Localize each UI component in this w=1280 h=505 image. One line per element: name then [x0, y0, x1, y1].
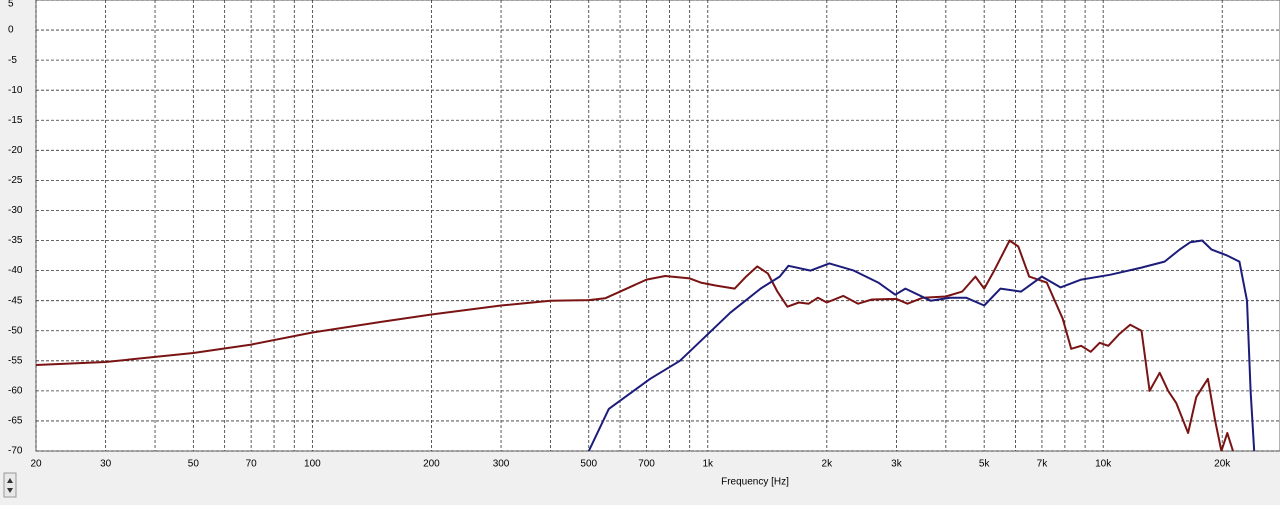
x-tick-label: 10k: [1095, 459, 1112, 470]
plot-area: [35, 0, 1280, 452]
x-tick-label: 30: [100, 459, 112, 470]
scroll-down[interactable]: [7, 488, 13, 493]
x-tick-label: 50: [188, 459, 200, 470]
y-tick-label: -5: [8, 55, 17, 66]
x-tick-label: 7k: [1037, 459, 1049, 470]
scroll-up[interactable]: [7, 478, 13, 483]
y-tick-label: -55: [8, 355, 23, 366]
y-tick-label: -60: [8, 386, 23, 397]
y-tick-label: -50: [8, 325, 23, 336]
y-tick-label: -25: [8, 175, 23, 186]
scrollbar[interactable]: [3, 472, 17, 498]
x-axis-label: Frequency [Hz]: [721, 477, 789, 488]
y-tick-label: 5: [8, 0, 14, 10]
y-tick-label: -65: [8, 416, 23, 427]
x-tick-label: 300: [493, 459, 510, 470]
x-tick-label: 2k: [822, 459, 834, 470]
x-tick-label: 500: [580, 459, 597, 470]
x-tick-label: 5k: [979, 459, 991, 470]
x-tick-label: 3k: [891, 459, 903, 470]
y-tick-label: -35: [8, 235, 23, 246]
y-tick-label: -45: [8, 295, 23, 306]
x-tick-label: 1k: [703, 459, 715, 470]
y-tick-label: 0: [8, 25, 14, 36]
series-line: [587, 239, 1256, 451]
y-tick-label: -10: [8, 85, 23, 96]
x-tick-label: 200: [423, 459, 440, 470]
series-line: [36, 239, 1234, 451]
y-tick-label: -20: [8, 145, 23, 156]
scroll-track: [3, 472, 17, 498]
x-tick-label: 700: [638, 459, 655, 470]
x-tick-label: 70: [246, 459, 258, 470]
x-tick-label: 20k: [1214, 459, 1231, 470]
y-tick-label: -70: [8, 446, 23, 457]
y-tick-label: -30: [8, 205, 23, 216]
y-tick-label: -15: [8, 115, 23, 126]
y-tick-label: -40: [8, 265, 23, 276]
x-tick-label: 20: [30, 459, 42, 470]
x-tick-label: 100: [304, 459, 321, 470]
